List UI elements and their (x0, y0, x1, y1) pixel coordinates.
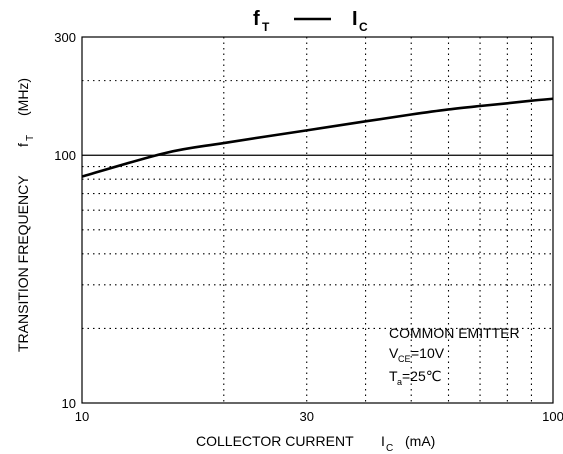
annotation-vce-value: =10V (411, 345, 445, 361)
title-ft-subscript: T (262, 20, 270, 34)
y-tick-labels: 10 100 300 (54, 30, 76, 411)
annotation-vce-subscript: CE (398, 354, 411, 364)
y-axis-label: TRANSITION FREQUENCY (15, 175, 31, 352)
annotation-ta-subscript: a (397, 377, 402, 387)
grid (82, 37, 553, 403)
y-axis-symbol: f (15, 143, 31, 147)
annotation-ta-symbol: T (389, 368, 398, 384)
x-axis-unit: (mA) (405, 433, 435, 449)
y-tick-label: 300 (54, 30, 76, 45)
y-axis-label-group: TRANSITION FREQUENCY f T (MHz) (15, 78, 36, 352)
y-axis-unit: (MHz) (15, 78, 31, 116)
x-tick-label: 100 (542, 409, 563, 424)
x-axis-label: COLLECTOR CURRENT (196, 433, 354, 449)
x-tick-label: 30 (299, 409, 313, 424)
annotation-line1: COMMON EMITTER (389, 325, 520, 341)
x-tick-labels: 10 30 100 (75, 409, 563, 424)
title-ft-symbol: f (253, 8, 260, 30)
x-tick-label: 10 (75, 409, 89, 424)
title-ic-symbol: I (352, 8, 358, 30)
title-ic-subscript: C (359, 20, 368, 34)
x-axis-symbol: I (381, 433, 385, 449)
y-tick-label: 10 (62, 396, 76, 411)
plot-frame (81, 36, 554, 404)
y-tick-label: 100 (54, 148, 76, 163)
y-axis-symbol-subscript: T (25, 135, 36, 141)
x-axis-symbol-subscript: C (386, 443, 393, 454)
series-line-ft (81, 97, 554, 178)
annotation-vce-symbol: V (389, 345, 399, 361)
annotation-ta-value: =25℃ (402, 368, 441, 384)
